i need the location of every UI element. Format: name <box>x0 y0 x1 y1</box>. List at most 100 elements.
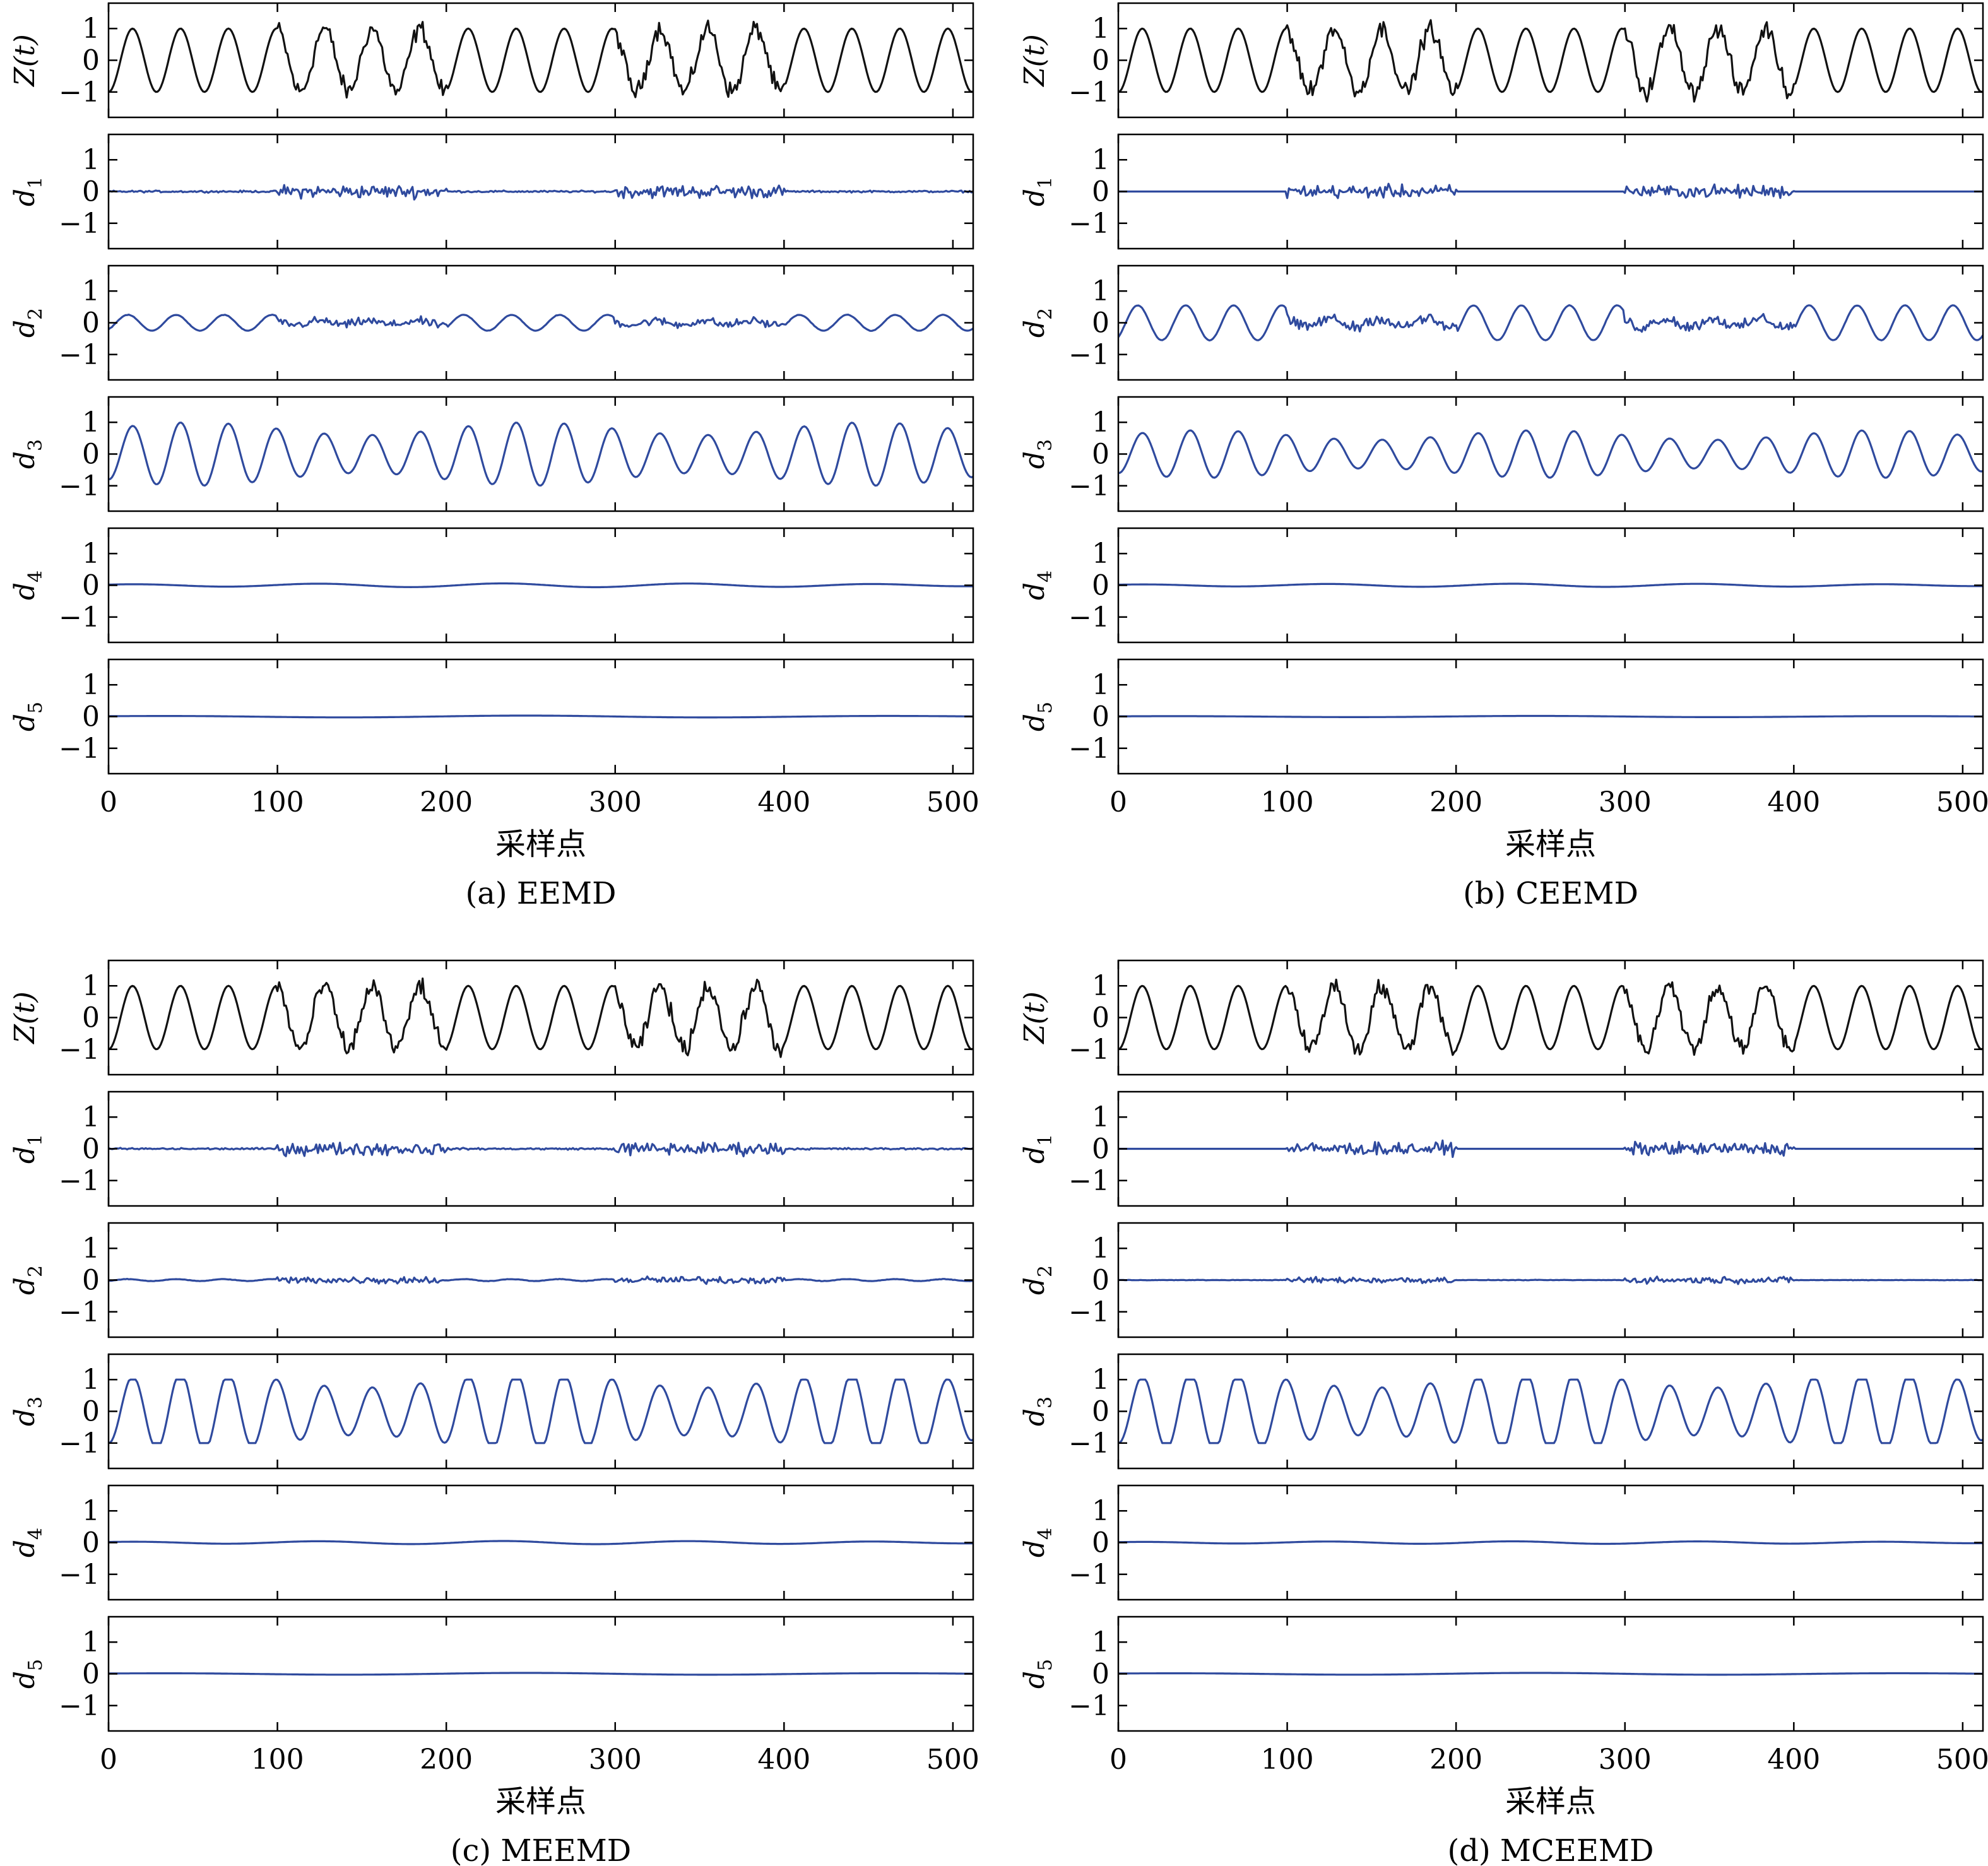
y-tick-label: −1 <box>1068 1034 1109 1066</box>
y-tick-label: −1 <box>59 208 100 240</box>
x-tick-label: 300 <box>589 1744 642 1776</box>
axes-frame <box>107 396 974 512</box>
y-axis-label: Z(t) <box>9 34 41 88</box>
axes-frame <box>1117 396 1984 512</box>
series-line <box>1118 1378 1983 1444</box>
y-tick-label: −1 <box>59 1690 100 1722</box>
y-axis-label: d5 <box>1019 1659 1056 1689</box>
panel-d4: −101 d4 <box>9 527 974 644</box>
y-tick-label: −1 <box>1068 1165 1109 1197</box>
x-tick-label: 0 <box>1109 1744 1127 1776</box>
y-tick-label: 1 <box>1092 1232 1109 1265</box>
series-line <box>109 184 973 201</box>
y-axis-label: d1 <box>9 1134 47 1164</box>
y-tick-label: 0 <box>82 1396 100 1428</box>
y-axis-label: d3 <box>9 1397 47 1426</box>
x-tick-label: 200 <box>1429 1744 1482 1776</box>
y-axis-label: d5 <box>1019 702 1056 731</box>
x-tick-label: 300 <box>1599 786 1652 818</box>
y-tick-label: −1 <box>59 1034 100 1066</box>
y-tick-label: 1 <box>82 275 100 307</box>
y-tick-label: 1 <box>1092 406 1109 439</box>
y-tick-label: 1 <box>82 1364 100 1396</box>
panel-d5: −101 d5 <box>9 1615 974 1732</box>
y-tick-label: 1 <box>1092 1626 1109 1658</box>
x-tick-label: 100 <box>251 786 304 818</box>
axes-frame <box>1117 2 1984 119</box>
y-tick-label: 1 <box>82 669 100 701</box>
y-axis-label: d2 <box>1019 1265 1056 1295</box>
y-tick-label: 0 <box>82 1133 100 1166</box>
y-axis-label: d5 <box>9 1659 47 1689</box>
y-axis-label: d2 <box>9 1265 47 1295</box>
axes-frame <box>107 959 974 1076</box>
panel-d2: −101 d2 <box>1019 264 1984 381</box>
y-tick-label: −1 <box>1068 733 1109 765</box>
y-axis-label: d4 <box>1019 570 1056 600</box>
x-tick-label: 200 <box>420 1744 473 1776</box>
y-axis-label: d3 <box>9 439 47 469</box>
series-line <box>1118 1139 1983 1158</box>
y-tick-label: 0 <box>1092 439 1109 471</box>
y-tick-label: 0 <box>1092 701 1109 733</box>
y-tick-label: 0 <box>82 307 100 340</box>
series-line <box>109 20 973 99</box>
y-tick-label: −1 <box>59 339 100 371</box>
y-tick-label: 1 <box>82 13 100 45</box>
y-tick-label: 1 <box>82 1495 100 1527</box>
subfigure-caption: (a) EEMD <box>465 876 616 911</box>
y-tick-label: 1 <box>1092 144 1109 176</box>
panel-d1: −101 d1 <box>9 1090 974 1207</box>
y-tick-label: 0 <box>82 45 100 77</box>
series-line <box>1118 304 1983 342</box>
y-tick-label: 1 <box>82 538 100 570</box>
panel-zt: −101 Z(t) <box>9 959 974 1076</box>
series-line <box>1118 182 1983 199</box>
x-tick-label: 500 <box>1936 786 1988 818</box>
y-axis-label: Z(t) <box>9 991 41 1045</box>
panel-d4: −101 d4 <box>9 1484 974 1601</box>
subfigure-caption: (b) CEEMD <box>1463 876 1638 911</box>
panel-d3: −101 d3 <box>9 396 974 512</box>
y-axis-label: d1 <box>1019 177 1056 206</box>
x-tick-label: 100 <box>1261 1744 1314 1776</box>
x-tick-label: 500 <box>926 786 979 818</box>
x-tick-label: 300 <box>1599 1744 1652 1776</box>
y-axis-label: d1 <box>1019 1134 1056 1164</box>
series-line <box>109 1275 973 1285</box>
panel-d3: −101 d3 <box>1019 1353 1984 1470</box>
y-tick-label: 0 <box>1092 1658 1109 1691</box>
y-tick-label: 1 <box>1092 970 1109 1002</box>
y-axis-label: d4 <box>1019 1528 1056 1557</box>
y-tick-label: 1 <box>1092 1495 1109 1527</box>
panel-zt: −101 Z(t) <box>9 2 974 119</box>
panel-d1: −101 d1 <box>1019 133 1984 250</box>
x-tick-label: 0 <box>100 1744 117 1776</box>
y-tick-label: 1 <box>1092 669 1109 701</box>
y-tick-label: 1 <box>1092 275 1109 307</box>
y-tick-label: 0 <box>82 176 100 208</box>
y-tick-label: −1 <box>59 1427 100 1460</box>
series-line <box>109 582 973 589</box>
y-axis-label: d5 <box>9 702 47 731</box>
series-line <box>109 422 973 487</box>
y-tick-label: 0 <box>1092 570 1109 602</box>
y-tick-label: 0 <box>82 1002 100 1034</box>
series-line <box>109 1378 973 1444</box>
series-line <box>1118 1275 1983 1285</box>
y-tick-label: −1 <box>59 1559 100 1591</box>
axes-frame <box>107 1353 974 1470</box>
y-tick-label: −1 <box>1068 601 1109 634</box>
panel-d4: −101 d4 <box>1019 1484 1984 1601</box>
series-line <box>109 714 973 719</box>
y-tick-label: 0 <box>1092 1265 1109 1297</box>
series-line <box>109 977 973 1058</box>
panel-d2: −101 d2 <box>9 1222 974 1338</box>
y-tick-label: −1 <box>1068 1559 1109 1591</box>
y-tick-label: 1 <box>82 1626 100 1658</box>
series-line <box>1118 582 1983 588</box>
x-tick-label: 200 <box>1429 786 1482 818</box>
